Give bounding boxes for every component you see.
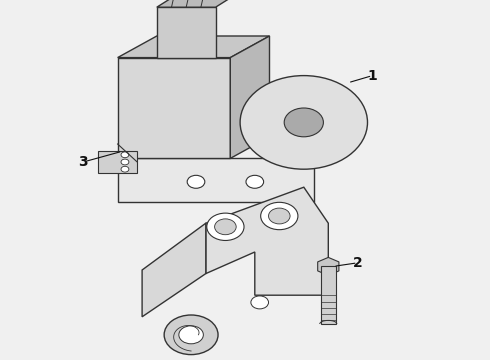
Circle shape	[207, 213, 244, 240]
Circle shape	[179, 326, 203, 344]
Polygon shape	[230, 36, 270, 158]
Text: 3: 3	[78, 155, 88, 169]
Circle shape	[121, 152, 129, 158]
Polygon shape	[318, 257, 339, 275]
Circle shape	[284, 108, 323, 137]
Circle shape	[187, 175, 205, 188]
Circle shape	[251, 296, 269, 309]
Text: 1: 1	[368, 69, 377, 82]
Circle shape	[261, 202, 298, 230]
Circle shape	[246, 175, 264, 188]
Polygon shape	[157, 0, 250, 7]
Circle shape	[269, 208, 290, 224]
Circle shape	[121, 166, 129, 172]
Circle shape	[215, 219, 236, 235]
Polygon shape	[157, 7, 216, 58]
Circle shape	[240, 76, 368, 169]
Polygon shape	[118, 58, 230, 158]
Polygon shape	[118, 36, 270, 58]
Polygon shape	[118, 158, 314, 202]
Polygon shape	[206, 187, 328, 295]
Polygon shape	[142, 223, 206, 317]
Text: 2: 2	[353, 256, 363, 270]
Polygon shape	[98, 151, 137, 173]
Circle shape	[164, 315, 218, 355]
Circle shape	[121, 159, 129, 165]
Polygon shape	[321, 266, 336, 324]
